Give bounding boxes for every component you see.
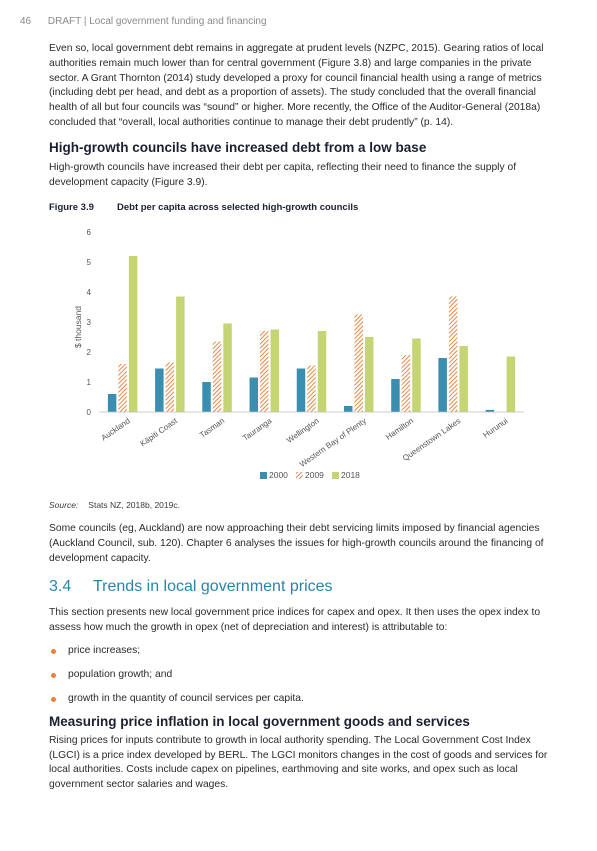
list-item: price increases; [49, 644, 549, 659]
heading-high-growth-debt: High-growth councils have increased debt… [49, 139, 427, 155]
page-header: 46 DRAFT | Local government funding and … [20, 16, 267, 27]
bullet-list: price increases; population growth; and … [49, 644, 549, 706]
bar-2000 [202, 382, 211, 413]
figure-caption: Debt per capita across selected high-gro… [117, 202, 359, 214]
bar-2000 [107, 394, 117, 413]
y-tick-label: 1 [87, 378, 92, 387]
bar-2018 [176, 296, 185, 413]
bar-2018 [412, 338, 421, 413]
paragraph-debt-prudent: Even so, local government debt remains i… [49, 43, 544, 128]
figure-source: Source: Stats NZ, 2018b, 2019c. [49, 500, 549, 510]
bar-2018 [128, 256, 138, 413]
bar-2009 [260, 331, 269, 413]
header-title: DRAFT | Local government funding and fin… [47, 16, 267, 27]
bar-2009 [118, 364, 127, 413]
page-content: Even so, local government debt remains i… [49, 42, 549, 793]
bar-2000 [438, 358, 447, 413]
page-number: 46 [20, 16, 32, 27]
paragraph-debt-limits: Some councils (eg, Auckland) are now app… [49, 523, 544, 564]
bar-2009 [354, 314, 363, 413]
legend-label: 2009 [305, 470, 324, 480]
y-tick-label: 0 [87, 408, 92, 417]
y-axis-label: $ thousand [73, 306, 83, 348]
bar-chart: 0 1 2 3 4 5 6 $ thousand Auckland Kāpiti Coast Tas… [73, 228, 524, 480]
bar-2000 [485, 410, 495, 413]
bullet-text: population growth; and [68, 669, 173, 681]
figure-title: Figure 3.9 Debt per capita across selecte… [49, 202, 549, 213]
list-item: growth in the quantity of council servic… [49, 692, 549, 707]
heading-price-inflation: Measuring price inflation in local gover… [49, 713, 470, 729]
bullet-text: price increases; [68, 645, 141, 657]
bar-2018 [223, 323, 232, 413]
bullet-icon [51, 673, 56, 679]
y-tick-label: 6 [87, 228, 92, 237]
bar-2009 [212, 341, 222, 413]
x-tick-label: Tasman [198, 417, 226, 440]
bar-2009 [401, 355, 411, 413]
x-tick-label: Tauranga [241, 416, 274, 443]
section-title: Trends in local government prices [93, 577, 333, 595]
bar-2018 [317, 331, 327, 413]
legend-label: 2018 [341, 470, 360, 480]
bullet-text: growth in the quantity of council servic… [68, 692, 304, 704]
bullet-icon [51, 649, 56, 655]
bar-2000 [296, 368, 306, 413]
legend-swatch [260, 472, 267, 480]
paragraph-high-growth: High-growth councils have increased thei… [49, 161, 517, 188]
section-number: 3.4 [49, 577, 72, 595]
x-tick-label: Hamilton [384, 417, 415, 442]
source-label: Source: [49, 500, 79, 511]
bar-2000 [343, 406, 353, 413]
y-tick-label: 2 [87, 348, 92, 357]
paragraph-price-indices: This section presents new local governme… [49, 606, 541, 633]
section-heading: 3.4 Trends in local government prices [49, 578, 549, 596]
bar-2009 [307, 365, 316, 413]
x-tick-label: Hurunui [481, 417, 509, 441]
x-tick-label: Auckland [100, 417, 132, 443]
bar-2000 [155, 368, 164, 413]
bar-2000 [391, 379, 400, 413]
legend-swatch [332, 472, 339, 480]
bar-2000 [249, 377, 259, 413]
bar-2009 [165, 362, 175, 413]
legend-label: 2000 [269, 470, 288, 480]
bar-2018 [364, 337, 374, 413]
legend-swatch [296, 472, 303, 480]
bar-2018 [270, 329, 280, 413]
figure-number: Figure 3.9 [49, 202, 94, 214]
list-item: population growth; and [49, 668, 549, 683]
x-tick-label: Wellington [285, 417, 321, 446]
x-tick-label: Kāpiti Coast [138, 416, 179, 449]
y-tick-label: 3 [87, 318, 92, 327]
bar-2018 [459, 346, 468, 413]
bar-2009 [448, 296, 458, 413]
paragraph-lgci: Rising prices for inputs contribute to g… [49, 734, 548, 791]
y-tick-label: 4 [87, 288, 92, 297]
bullet-icon [51, 696, 56, 702]
y-tick-label: 5 [87, 258, 92, 267]
source-text: Stats NZ, 2018b, 2019c. [88, 500, 180, 511]
bar-2018 [506, 356, 516, 413]
chart-container: 0 1 2 3 4 5 6 $ thousand Auckland Kāpiti Coast Tas… [49, 215, 549, 500]
